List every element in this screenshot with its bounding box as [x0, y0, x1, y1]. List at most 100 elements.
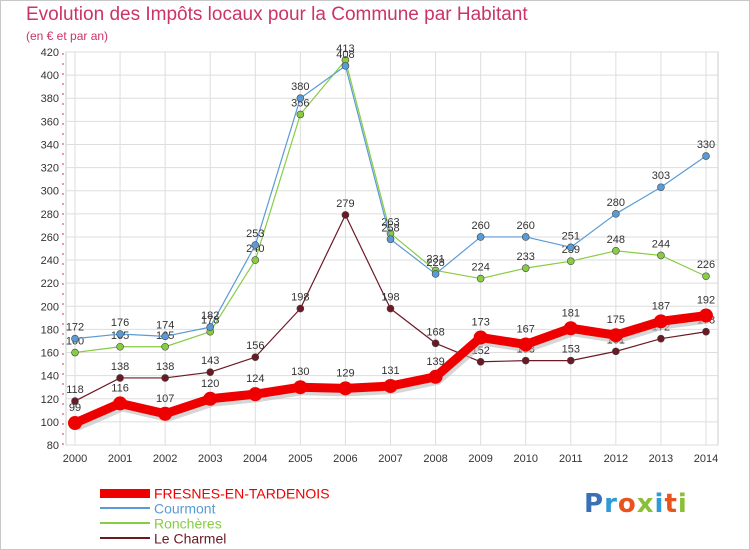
data-point [293, 380, 308, 395]
data-label: 131 [381, 365, 399, 377]
data-label: 99 [69, 402, 81, 414]
y-tick-label: 160 [41, 348, 59, 360]
y-tick-label: 80 [47, 440, 59, 452]
data-point [431, 270, 440, 278]
data-point [657, 183, 665, 192]
data-point [476, 274, 485, 283]
logo-letter: t [664, 489, 678, 519]
legend-item: FRESNES-EN-TARDENOIS [100, 484, 330, 501]
data-point [428, 369, 443, 384]
data-point [431, 339, 440, 348]
data-point [338, 381, 353, 396]
data-point [116, 330, 124, 338]
data-label: 116 [111, 382, 129, 394]
data-label: 380 [291, 81, 309, 93]
data-point [248, 387, 263, 402]
data-point [251, 256, 260, 264]
data-label: 118 [66, 384, 84, 396]
logo-letter: i [654, 489, 665, 519]
data-label: 280 [607, 197, 625, 209]
data-label: 174 [156, 319, 174, 331]
data-point [116, 342, 124, 351]
data-label: 240 [246, 243, 264, 255]
data-point [657, 334, 665, 343]
legend-label: Le Charmel [154, 530, 227, 547]
data-point [563, 321, 578, 336]
data-point [116, 374, 124, 382]
data-point [161, 332, 169, 341]
data-point [251, 241, 260, 249]
data-label: 198 [381, 292, 399, 304]
data-point [473, 330, 488, 345]
y-tick-label: 220 [41, 278, 59, 290]
data-label: 253 [246, 228, 264, 240]
data-point [612, 210, 620, 218]
legend-swatch [100, 507, 150, 510]
data-label: 330 [697, 139, 715, 151]
data-label: 251 [562, 230, 580, 242]
data-point [702, 152, 710, 160]
data-point [71, 397, 79, 405]
x-tick-label: 2005 [288, 453, 312, 465]
data-point [657, 251, 665, 260]
x-tick-label: 2014 [694, 453, 718, 465]
data-label: 143 [201, 355, 219, 367]
logo-letter: r [604, 489, 618, 519]
logo-letter: P [584, 489, 605, 519]
legend-swatch [100, 537, 150, 540]
data-point [206, 323, 215, 331]
y-tick-label: 240 [41, 255, 59, 267]
data-point [608, 328, 623, 343]
data-label: 176 [111, 317, 129, 329]
data-label: 228 [426, 257, 444, 269]
data-point [476, 233, 485, 241]
chart-title: Evolution des Impôts locaux pour la Comm… [26, 4, 528, 25]
y-tick-label: 200 [41, 301, 59, 313]
y-tick-label: 360 [41, 116, 59, 128]
data-label: 244 [652, 238, 670, 250]
data-label: 175 [607, 314, 625, 326]
data-point [296, 304, 305, 313]
legend-swatch [100, 488, 150, 498]
x-tick-label: 2010 [513, 453, 537, 465]
data-label: 233 [517, 251, 535, 263]
data-label: 366 [291, 97, 309, 109]
y-tick-label: 140 [41, 371, 59, 383]
y-tick-label: 300 [41, 186, 59, 198]
data-point [161, 374, 169, 382]
legend-item: Le Charmel [100, 529, 227, 547]
data-point [161, 342, 169, 351]
data-label: 198 [291, 292, 309, 304]
data-label: 248 [607, 234, 625, 246]
data-point [612, 347, 620, 356]
data-label: 279 [336, 198, 354, 210]
y-tick-label: 180 [41, 324, 59, 336]
y-tick-label: 380 [41, 93, 59, 105]
data-label: 181 [562, 307, 580, 319]
legend-label: Ronchères [154, 515, 222, 532]
legend-swatch [100, 522, 150, 525]
x-tick-label: 2007 [378, 453, 402, 465]
data-point [566, 257, 575, 266]
data-label: 107 [156, 393, 174, 405]
data-label: 173 [471, 317, 489, 329]
data-point [521, 356, 530, 365]
data-label: 187 [652, 300, 670, 312]
data-label: 192 [697, 295, 715, 307]
legend-item: Courmont [100, 499, 215, 516]
data-point [383, 379, 398, 394]
chart-subtitle: (en € et par an) [26, 29, 109, 43]
data-label: 139 [426, 356, 444, 368]
data-label: 130 [291, 366, 309, 378]
logo-letter: o [617, 489, 637, 519]
data-label: 167 [517, 323, 535, 335]
data-label: 172 [66, 322, 84, 334]
y-tick-label: 100 [41, 417, 59, 429]
y-tick-label: 280 [41, 209, 59, 221]
data-point [68, 416, 82, 431]
data-label: 260 [471, 220, 489, 232]
x-tick-label: 2009 [468, 453, 492, 465]
y-tick-label: 120 [41, 394, 59, 406]
data-label: 156 [246, 340, 264, 352]
data-point [653, 314, 668, 329]
